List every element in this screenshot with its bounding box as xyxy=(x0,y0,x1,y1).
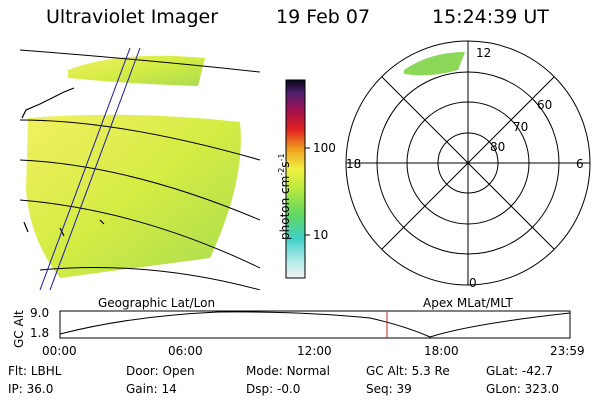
mlt-label-0: 0 xyxy=(469,276,477,290)
geographic-panel-label: Geographic Lat/Lon xyxy=(98,296,216,310)
time-tick-0000: 00:00 xyxy=(42,344,77,358)
altitude-ytick-9: 9.0 xyxy=(30,306,50,320)
orbit-track xyxy=(39,47,141,290)
colorbar-ticks xyxy=(305,147,310,236)
time-label: 15:24:39 UT xyxy=(432,6,549,28)
mlt-label-6: 6 xyxy=(576,157,584,171)
altitude-ylabel: GC Alt xyxy=(12,310,26,348)
status-glat: GLat: -42.7 xyxy=(486,364,553,378)
altitude-curve xyxy=(59,311,571,338)
mlat-label-80: 80 xyxy=(490,140,506,154)
altitude-plot xyxy=(59,310,571,339)
apex-panel-label: Apex MLat/MLT xyxy=(423,296,513,310)
status-seq: Seq: 39 xyxy=(366,382,412,396)
coastline xyxy=(21,87,105,237)
instrument-title: Ultraviolet Imager xyxy=(46,6,219,28)
polar-emission-patch xyxy=(404,52,465,76)
status-dsp: Dsp: -0.0 xyxy=(246,382,301,396)
polar-plot xyxy=(345,40,591,286)
altitude-ytick-1-8: 1.8 xyxy=(30,326,50,340)
status-mode: Mode: Normal xyxy=(246,364,330,378)
colorbar-unit-label: photon cm-2s-1 xyxy=(277,153,292,240)
time-tick-0600: 06:00 xyxy=(168,344,203,358)
image-main-segment xyxy=(26,114,241,278)
mlt-label-12: 12 xyxy=(476,46,492,60)
time-tick-1200: 12:00 xyxy=(297,344,332,358)
colorbar-tick-label-10: 10 xyxy=(313,228,329,242)
time-tick-2359: 23:59 xyxy=(550,344,585,358)
status-door: Door: Open xyxy=(126,364,195,378)
geographic-image xyxy=(20,47,260,290)
mlat-label-70: 70 xyxy=(513,120,529,134)
date-label: 19 Feb 07 xyxy=(276,6,371,28)
status-gain: Gain: 14 xyxy=(126,382,177,396)
mlt-label-18: 18 xyxy=(346,157,362,171)
status-ip: IP: 36.0 xyxy=(8,382,54,396)
mlat-label-60: 60 xyxy=(537,98,553,112)
status-gc-alt: GC Alt: 5.3 Re xyxy=(366,364,450,378)
status-filter: Flt: LBHL xyxy=(8,364,62,378)
latitude-lines xyxy=(20,49,260,290)
status-glon: GLon: 323.0 xyxy=(486,382,559,396)
colorbar xyxy=(285,79,306,279)
image-upper-segment xyxy=(68,55,205,86)
colorbar-tick-label-100: 100 xyxy=(313,141,336,155)
time-tick-1800: 18:00 xyxy=(424,344,459,358)
